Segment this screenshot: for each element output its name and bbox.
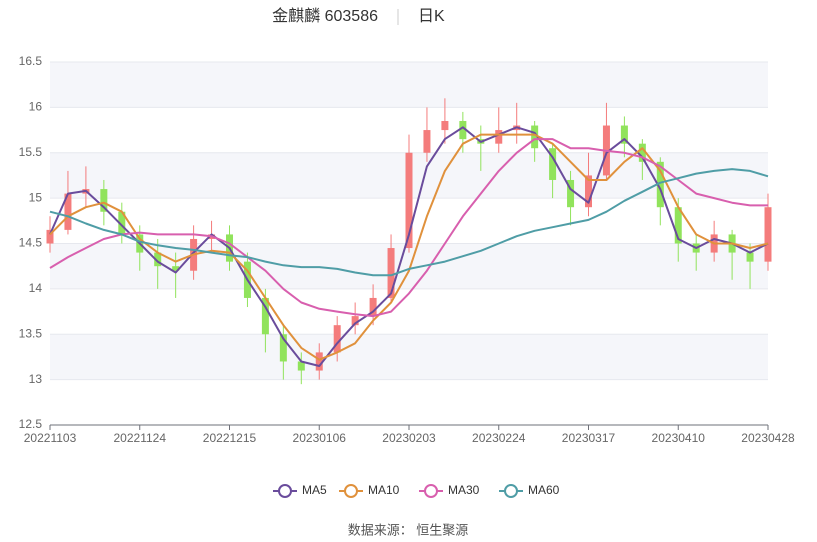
y-tick-label: 15.5	[19, 145, 43, 159]
x-tick-label: 20230224	[472, 431, 526, 445]
ma-line	[49, 168, 769, 277]
grid-band	[50, 334, 768, 380]
candle-body	[459, 120, 467, 140]
legend-label: MA60	[528, 483, 560, 497]
y-tick-label: 12.5	[19, 417, 43, 431]
legend-label: MA5	[302, 483, 327, 497]
legend-label: MA30	[448, 483, 480, 497]
x-tick-label: 20230106	[293, 431, 347, 445]
candle-body	[118, 211, 126, 235]
candle-body	[567, 179, 575, 208]
y-tick-label: 13	[29, 372, 43, 386]
candle-body	[315, 352, 323, 371]
chart-title: 金麒麟 603586	[272, 7, 378, 25]
y-tick-label: 13.5	[19, 326, 43, 340]
ma-line	[49, 133, 769, 361]
legend-marker	[424, 484, 438, 498]
ma-line	[49, 138, 768, 318]
candle-body	[387, 248, 395, 298]
candle-body	[656, 161, 664, 208]
candle-body	[746, 252, 754, 262]
candle-body	[441, 120, 449, 131]
ma-line	[49, 126, 769, 367]
candle-body	[531, 125, 539, 149]
source: 数据来源： 恒生聚源	[348, 522, 469, 537]
y-tick-label: 14	[29, 281, 43, 295]
candle-body	[620, 125, 628, 144]
x-tick-label: 20230428	[741, 431, 795, 445]
candle-body	[46, 229, 54, 244]
candle-body	[495, 130, 503, 144]
x-tick-label: 20221124	[114, 431, 167, 445]
candle-body	[100, 189, 108, 212]
chart-subtitle: 日K	[418, 8, 445, 25]
candle-body	[638, 143, 646, 162]
candle-body	[172, 266, 180, 271]
candle-body	[333, 325, 341, 353]
x-tick-label: 20230317	[562, 431, 616, 445]
candle-body	[64, 193, 72, 230]
candle-body	[549, 148, 557, 180]
y-tick-label: 15	[29, 190, 43, 204]
candle-body	[261, 297, 269, 335]
candle-body	[297, 361, 305, 371]
candle-body	[674, 207, 682, 244]
x-tick-label: 20230410	[652, 431, 706, 445]
candle-body	[279, 334, 287, 362]
legend-marker	[344, 484, 358, 498]
y-tick-label: 16.5	[19, 54, 43, 68]
candle-body	[764, 207, 772, 262]
candle-body	[154, 252, 162, 267]
candle-body	[405, 152, 413, 249]
x-tick-label: 20230203	[382, 431, 436, 445]
candle-body	[423, 130, 431, 153]
grid-band	[50, 62, 768, 108]
legend-label: MA10	[368, 483, 400, 497]
candle-body	[351, 316, 359, 326]
x-tick-label: 20221215	[203, 431, 257, 445]
y-tick-label: 14.5	[19, 236, 43, 250]
candle-body	[585, 175, 592, 208]
legend-marker	[278, 484, 292, 498]
candle-body	[369, 297, 377, 317]
legend-marker	[504, 484, 518, 498]
x-tick-label: 20221103	[24, 431, 77, 445]
y-tick-label: 16	[29, 100, 43, 114]
